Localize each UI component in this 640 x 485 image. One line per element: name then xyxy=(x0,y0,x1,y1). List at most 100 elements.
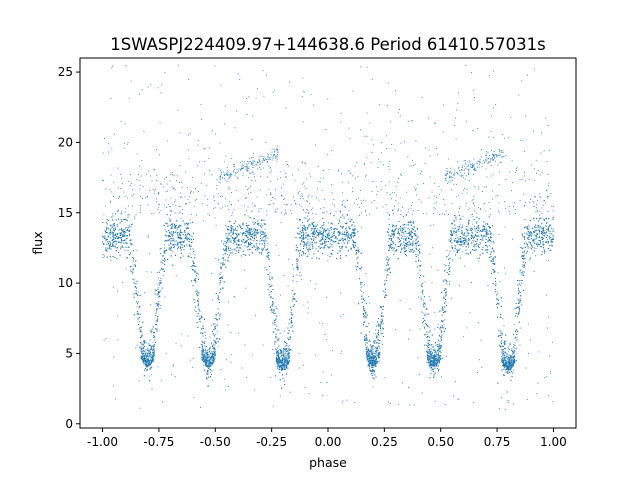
data-point xyxy=(263,240,265,241)
data-point xyxy=(256,245,258,247)
data-point xyxy=(119,241,121,243)
data-point xyxy=(346,235,348,237)
data-point xyxy=(296,258,298,260)
data-point xyxy=(301,240,302,241)
data-point xyxy=(419,260,421,262)
data-point xyxy=(219,313,221,315)
data-point xyxy=(385,265,387,266)
data-point xyxy=(367,323,369,324)
data-point xyxy=(546,234,548,236)
data-point xyxy=(328,232,330,234)
data-point xyxy=(400,234,402,236)
data-point xyxy=(358,249,360,251)
data-point xyxy=(134,279,136,281)
data-point xyxy=(321,238,323,240)
data-point xyxy=(169,221,171,222)
data-point xyxy=(137,301,139,303)
data-point xyxy=(516,337,518,339)
data-point xyxy=(253,228,255,230)
data-point xyxy=(106,239,107,240)
data-point xyxy=(313,232,315,234)
data-point xyxy=(134,260,136,262)
data-point xyxy=(175,227,177,229)
data-point xyxy=(416,243,418,245)
data-point xyxy=(335,227,337,229)
data-point xyxy=(275,317,277,319)
data-point xyxy=(289,344,291,346)
data-point xyxy=(181,231,183,233)
data-point xyxy=(512,351,514,353)
data-point xyxy=(302,233,304,235)
data-point xyxy=(307,240,309,242)
data-point xyxy=(262,239,264,241)
data-point xyxy=(183,249,185,250)
data-point xyxy=(456,231,458,233)
data-point xyxy=(229,250,231,252)
data-point xyxy=(296,267,298,268)
data-point xyxy=(487,231,489,233)
data-point xyxy=(325,229,327,231)
data-point xyxy=(472,249,474,251)
data-point xyxy=(269,286,271,288)
data-point xyxy=(477,245,479,247)
data-point xyxy=(164,244,165,246)
data-point xyxy=(376,333,378,335)
data-point xyxy=(271,308,273,310)
data-point xyxy=(298,268,299,270)
data-point xyxy=(227,246,229,248)
data-point xyxy=(377,330,379,332)
data-point xyxy=(484,226,486,228)
data-point xyxy=(272,323,274,325)
data-point xyxy=(253,240,255,242)
data-point xyxy=(278,339,280,341)
data-point xyxy=(138,321,140,323)
data-point xyxy=(472,216,474,218)
data-point xyxy=(268,275,270,277)
data-point xyxy=(456,236,458,238)
data-point xyxy=(363,307,365,309)
data-point xyxy=(222,281,224,283)
data-point xyxy=(217,345,219,347)
data-point xyxy=(442,320,444,321)
data-point xyxy=(102,243,104,245)
data-point xyxy=(402,236,404,237)
data-point xyxy=(541,234,543,236)
data-point xyxy=(296,281,298,283)
data-point xyxy=(320,238,322,240)
data-point xyxy=(150,330,152,332)
data-point xyxy=(465,252,467,254)
data-point xyxy=(507,373,509,375)
data-point xyxy=(478,231,480,233)
data-point xyxy=(112,231,113,233)
data-point xyxy=(292,300,294,302)
data-point xyxy=(331,239,333,241)
data-point xyxy=(518,289,520,291)
data-point xyxy=(375,346,377,348)
data-point xyxy=(225,226,227,228)
data-point xyxy=(454,220,456,222)
data-point xyxy=(501,340,503,342)
data-point xyxy=(462,245,464,247)
data-point xyxy=(436,353,438,355)
data-point xyxy=(198,315,200,317)
data-point xyxy=(197,305,199,307)
data-point xyxy=(306,242,308,244)
data-point xyxy=(414,226,416,228)
data-point xyxy=(504,359,506,361)
data-point xyxy=(443,323,445,325)
data-point xyxy=(547,235,549,236)
data-point xyxy=(277,353,279,355)
data-point xyxy=(423,302,425,303)
data-point xyxy=(128,227,130,229)
data-point xyxy=(351,237,352,239)
data-point xyxy=(492,258,493,260)
data-point xyxy=(521,257,523,259)
data-point xyxy=(112,232,114,234)
data-point xyxy=(247,239,248,241)
data-point xyxy=(455,239,457,241)
data-point xyxy=(120,242,122,244)
data-point xyxy=(198,309,200,311)
data-point xyxy=(481,229,483,231)
data-point xyxy=(473,244,475,246)
data-point xyxy=(269,258,271,260)
